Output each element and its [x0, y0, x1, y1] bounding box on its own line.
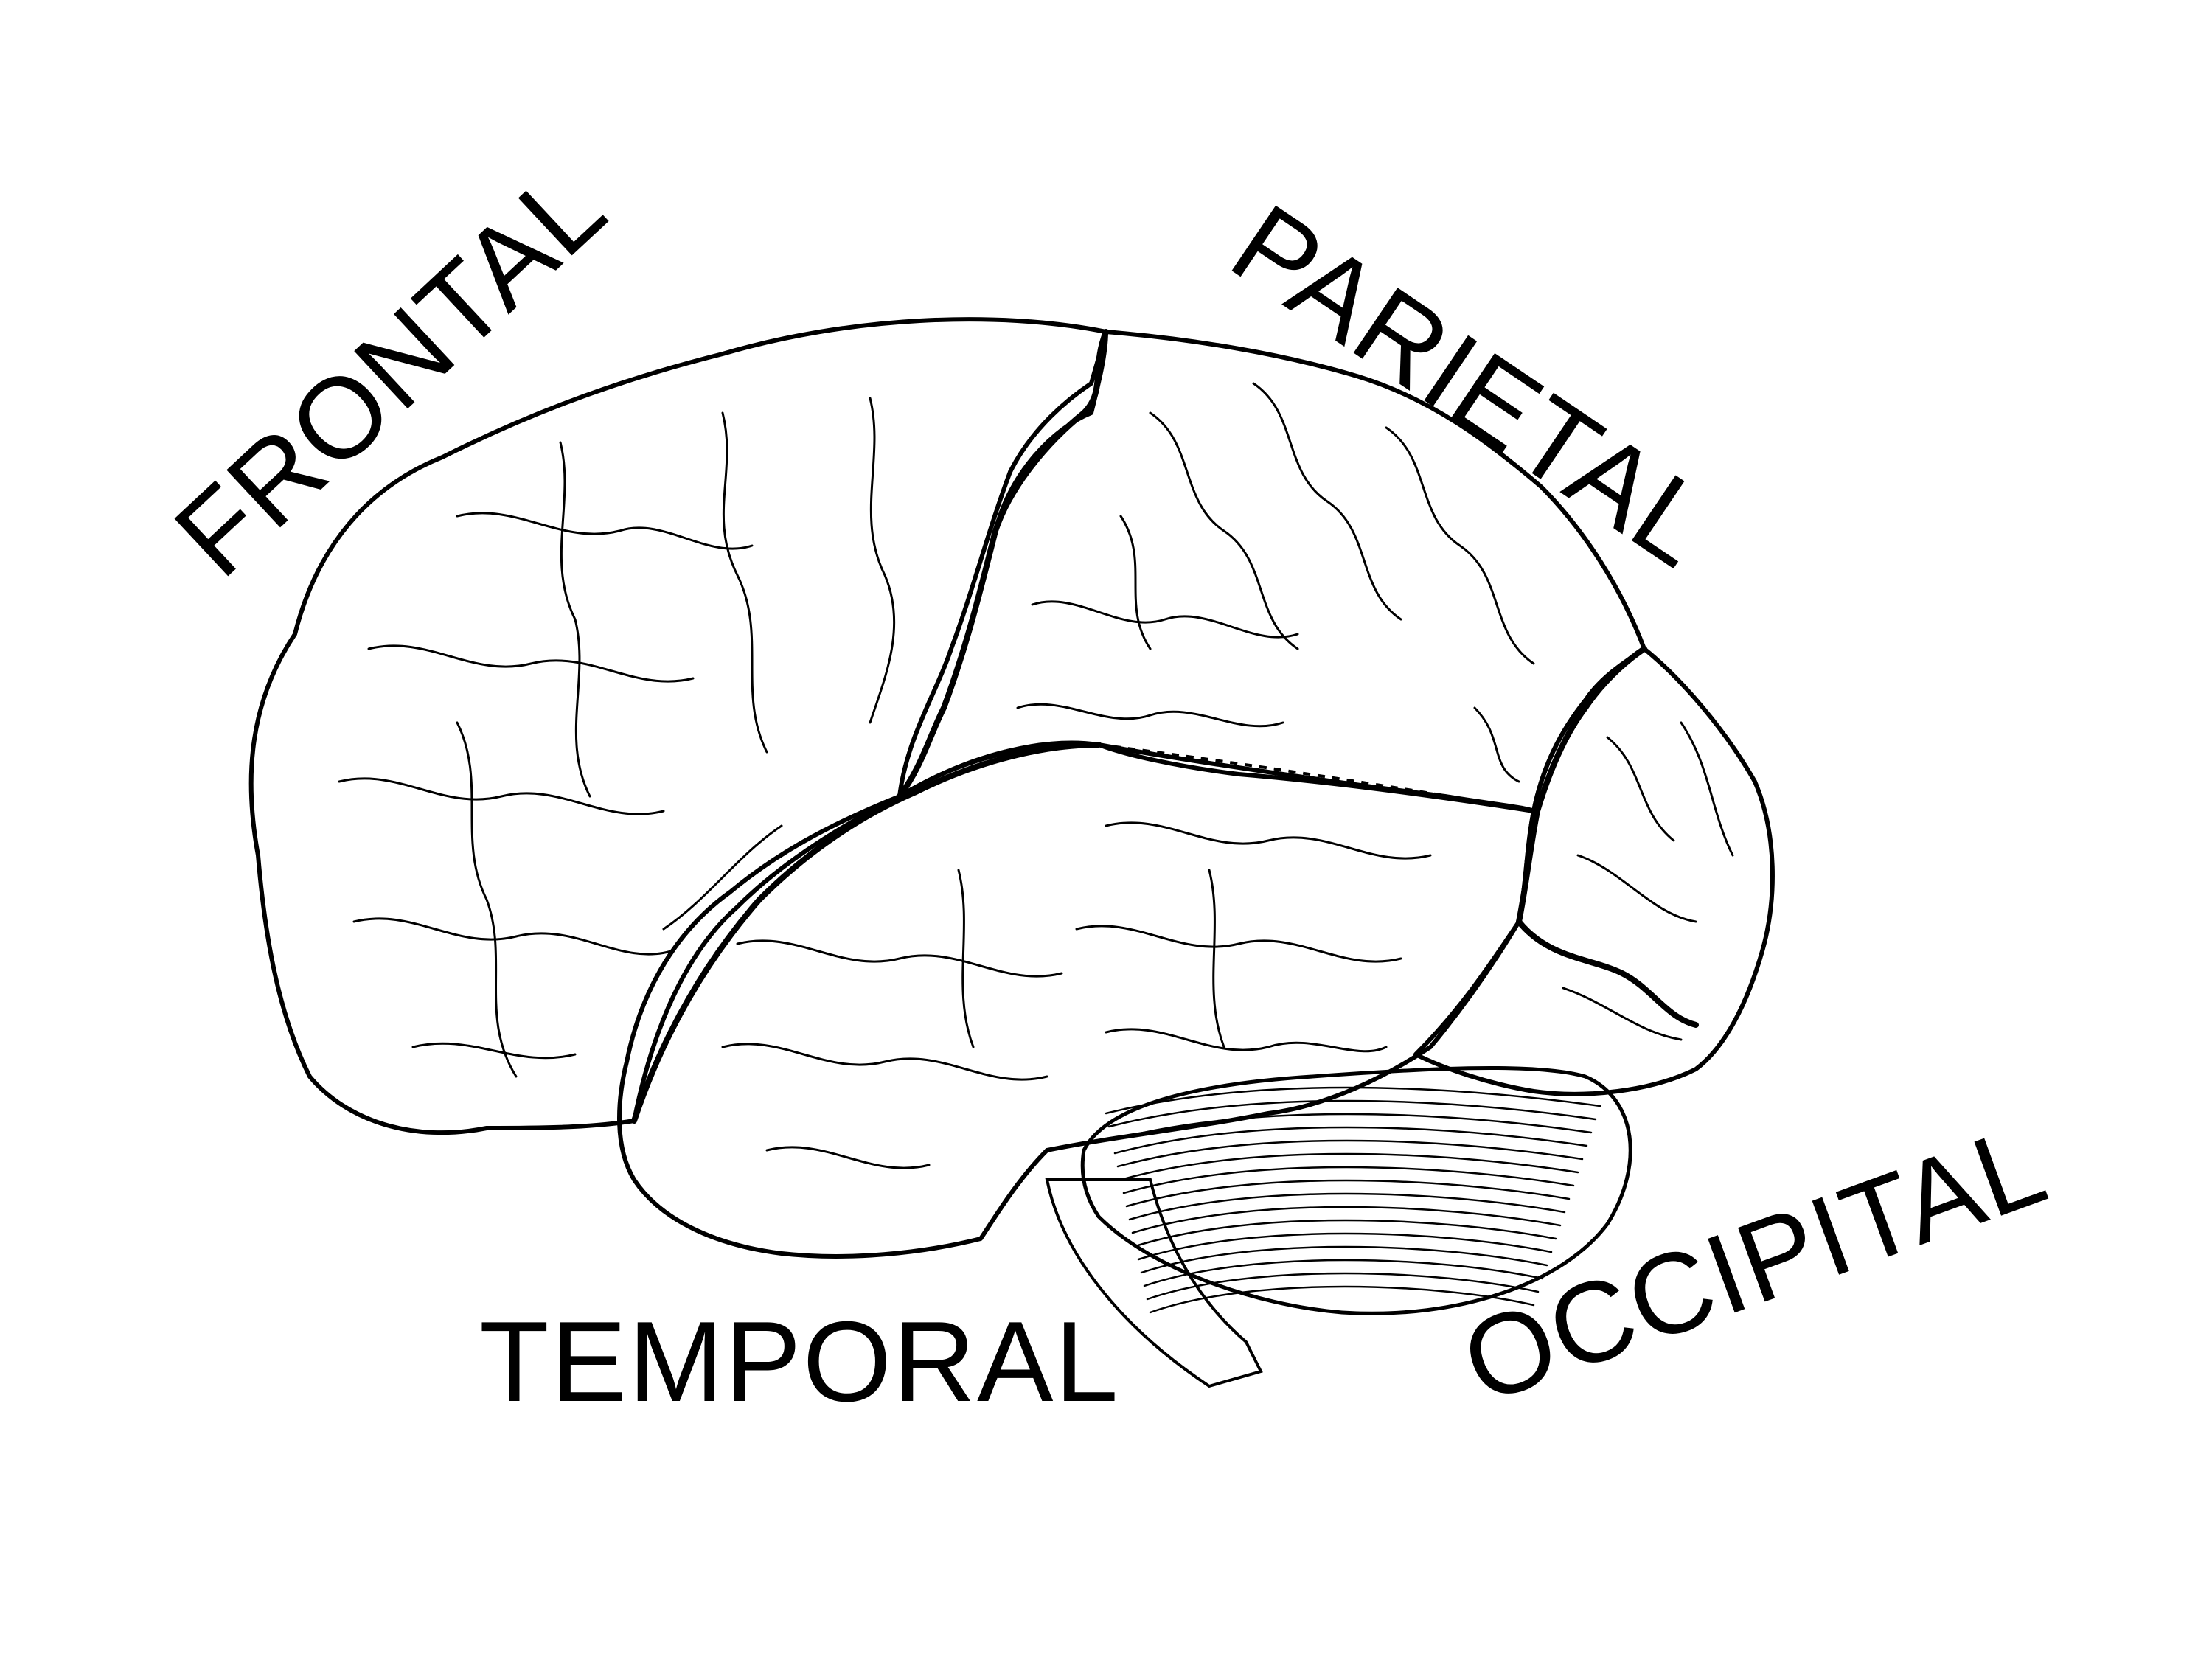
sulcus-line — [367, 644, 695, 683]
lobe-boundaries — [631, 329, 1699, 1124]
cerebellum — [1080, 1065, 1632, 1315]
cerebellum-folium — [1140, 1245, 1548, 1274]
sulcus-line — [559, 441, 591, 798]
sulcus-line — [721, 1043, 1048, 1081]
temporal-label: TEMPORAL — [479, 1298, 1120, 1425]
sulcus-line — [1031, 600, 1299, 639]
cerebellum-folium — [1122, 1166, 1575, 1194]
sulcus-line — [721, 411, 768, 754]
cerebellum-folium — [1143, 1259, 1544, 1287]
cerebellum-folium — [1107, 1099, 1597, 1128]
sulcus-line — [1606, 736, 1675, 842]
sulcus-line — [1075, 925, 1402, 963]
parietal-label: PARIETAL — [1211, 180, 1736, 592]
cerebellum-folium — [1146, 1272, 1540, 1301]
sulcus-line — [1208, 869, 1225, 1048]
cerebellum-folium — [1149, 1285, 1535, 1314]
cerebellum-folium — [1134, 1219, 1557, 1248]
sulcus-line — [1473, 706, 1520, 783]
cerebellum-folium — [1128, 1192, 1566, 1221]
cerebellum-folium — [1119, 1152, 1579, 1181]
sulcus-line — [1105, 821, 1432, 860]
sulcus-line — [869, 397, 896, 724]
sulcus-line — [1252, 382, 1402, 621]
sulcus-line — [1562, 987, 1683, 1041]
temporal-lobe — [617, 740, 1536, 1259]
sulcus-line — [1680, 721, 1734, 857]
cerebellum-folia — [1105, 1086, 1601, 1314]
sulcus-line — [352, 917, 672, 956]
sulcus-line — [1576, 854, 1697, 923]
cerebellum-folium — [1137, 1232, 1553, 1261]
sulcus-line — [1016, 703, 1284, 728]
frontal-label: FRONTAL — [151, 142, 630, 601]
cerebellum-folium — [1105, 1086, 1601, 1115]
sulcus-line — [338, 777, 665, 815]
sulcus-line — [1105, 1028, 1388, 1053]
sulcus-line — [411, 1042, 577, 1060]
gyri-sulci-lines — [338, 382, 1734, 1169]
sulcus-line — [1119, 515, 1152, 650]
cerebellum-folium — [1113, 1126, 1588, 1155]
sulcus-line — [1149, 411, 1299, 650]
sulcus-line — [957, 869, 975, 1048]
sulcus-line — [1385, 426, 1535, 665]
sulcus-line — [456, 512, 754, 550]
cerebellum-folium — [1125, 1179, 1571, 1208]
sulcus-line — [662, 824, 783, 931]
occipital-lobe — [1413, 647, 1775, 1096]
sulcus-line — [765, 1146, 931, 1169]
sulcus-line — [736, 939, 1063, 978]
cerebellum-folium — [1110, 1113, 1593, 1141]
cerebellum-folium — [1116, 1139, 1584, 1168]
cerebellum-region — [1080, 1065, 1632, 1315]
sulcus-line — [456, 721, 518, 1078]
cerebellum-folium — [1131, 1206, 1562, 1234]
